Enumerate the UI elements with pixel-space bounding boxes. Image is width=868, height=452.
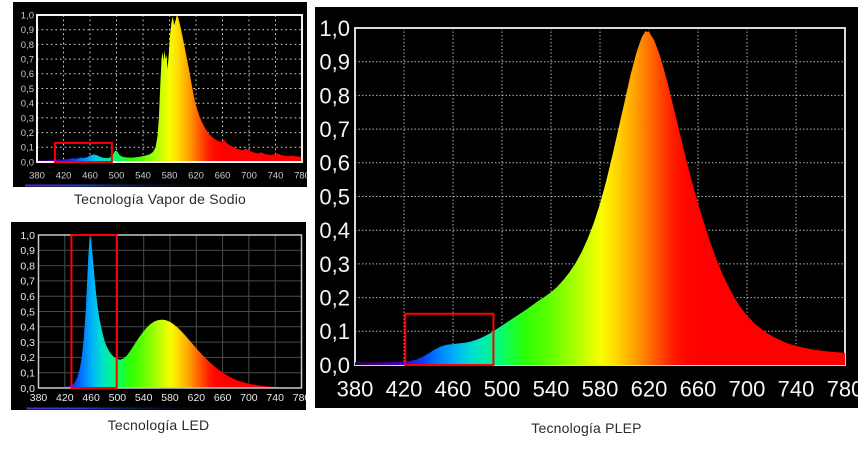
y-tick-label: 0,2 — [20, 352, 35, 364]
y-tick-label: 0,8 — [319, 83, 350, 108]
x-tick-label: 660 — [214, 392, 232, 404]
y-tick-label: 0,0 — [21, 157, 34, 168]
y-tick-label: 0,8 — [20, 260, 35, 272]
y-tick-label: 0,5 — [21, 84, 34, 95]
panel-bottom-strip — [25, 184, 304, 187]
x-tick-label: 380 — [29, 171, 45, 182]
y-tick-label: 0,5 — [319, 184, 350, 209]
x-tick-label: 660 — [680, 377, 717, 402]
x-tick-label: 460 — [435, 377, 472, 402]
y-tick-label: 0,0 — [319, 353, 350, 378]
y-tick-label: 1,0 — [20, 230, 35, 242]
x-tick-label: 460 — [82, 392, 100, 404]
y-tick-label: 0,3 — [21, 113, 34, 124]
x-tick-label: 500 — [484, 377, 521, 402]
plot-frame — [36, 14, 303, 163]
x-tick-label: 540 — [135, 171, 151, 182]
y-tick-label: 0,0 — [20, 383, 35, 395]
spectrum-area — [38, 235, 302, 388]
y-tick-label: 0,1 — [319, 319, 350, 344]
y-tick-label: 0,9 — [21, 25, 34, 36]
x-tick-label: 740 — [778, 377, 815, 402]
y-tick-label: 0,7 — [319, 117, 350, 142]
y-tick-label: 0,3 — [20, 337, 35, 349]
x-tick-label: 500 — [109, 392, 127, 404]
spectrum-area — [37, 15, 302, 162]
gridlines — [37, 15, 302, 162]
x-tick-label: 580 — [582, 377, 619, 402]
y-tick-label: 0,7 — [21, 55, 34, 66]
x-tick-label: 660 — [215, 171, 231, 182]
y-tick-label: 0,6 — [21, 69, 34, 80]
x-tick-label: 420 — [56, 392, 74, 404]
x-tick-label: 620 — [631, 377, 668, 402]
y-tick-label: 0,9 — [319, 50, 350, 75]
x-tick-label: 420 — [56, 171, 72, 182]
x-tick-label: 700 — [240, 392, 258, 404]
y-tick-label: 1,0 — [319, 16, 350, 41]
y-tick-label: 0,4 — [20, 322, 35, 334]
x-tick-label: 460 — [82, 171, 98, 182]
plot-frame — [37, 234, 303, 389]
x-tick-label: 740 — [268, 171, 284, 182]
x-tick-label: 580 — [161, 392, 179, 404]
x-tick-label: 780 — [827, 377, 858, 402]
plep-chart-panel: 1,0 0,9 0,8 0,7 0,6 0,5 0,4 0,3 0,2 0,1 0,0 380 420 4… — [315, 7, 858, 408]
panel-bottom-strip — [26, 407, 303, 410]
y-tick-label: 0,4 — [21, 99, 34, 110]
blue-region-highlight-box — [70, 234, 118, 389]
y-tick-label: 0,1 — [20, 367, 35, 379]
y-tick-label: 0,7 — [20, 276, 35, 288]
y-tick-label: 0,2 — [21, 128, 34, 139]
y-tick-label: 0,9 — [20, 245, 35, 257]
x-tick-label: 540 — [533, 377, 570, 402]
x-tick-label: 780 — [294, 171, 307, 182]
y-tick-label: 0,5 — [20, 306, 35, 318]
x-tick-label: 780 — [293, 392, 306, 404]
y-tick-label: 0,6 — [319, 151, 350, 176]
x-tick-label: 620 — [188, 171, 204, 182]
plep-chart-caption: Tecnología PLEP — [531, 420, 642, 436]
y-tick-label: 0,4 — [319, 218, 350, 243]
x-tick-label: 420 — [386, 377, 423, 402]
led-chart-caption: Tecnología LED — [107, 417, 210, 433]
x-tick-label: 740 — [266, 392, 284, 404]
spectrum-area — [355, 31, 845, 366]
y-tick-label: 0,2 — [319, 286, 350, 311]
sodium-vapor-chart-caption: Tecnología Vapor de Sodio — [73, 191, 247, 207]
x-tick-label: 540 — [135, 392, 153, 404]
axis-tick-labels: 1,0 0,9 0,8 0,7 0,6 0,5 0,4 0,3 0,2 0,1 0,0 380 420 4… — [21, 10, 307, 181]
x-tick-label: 580 — [162, 171, 178, 182]
sodium-vapor-chart-panel: 1,0 0,9 0,8 0,7 0,6 0,5 0,4 0,3 0,2 0,1 0,0 380 420 4… — [13, 2, 307, 187]
blue-region-highlight-box — [404, 312, 495, 366]
sodium-vapor-spectrum-chart: 1,0 0,9 0,8 0,7 0,6 0,5 0,4 0,3 0,2 0,1 0,0 380 420 4… — [13, 2, 307, 187]
x-tick-label: 700 — [241, 171, 257, 182]
x-tick-label: 380 — [337, 377, 374, 402]
x-tick-label: 380 — [30, 392, 48, 404]
led-chart-panel: 1,0 0,9 0,8 0,7 0,6 0,5 0,4 0,3 0,2 0,1 0,0 380 420 4… — [11, 222, 306, 410]
y-tick-label: 0,6 — [20, 291, 35, 303]
x-tick-label: 700 — [729, 377, 766, 402]
blue-region-highlight-box — [53, 141, 113, 163]
y-tick-label: 0,8 — [21, 40, 34, 51]
x-tick-label: 620 — [188, 392, 206, 404]
y-tick-label: 0,3 — [319, 252, 350, 277]
y-tick-label: 0,1 — [21, 143, 34, 154]
y-tick-label: 1,0 — [21, 10, 34, 21]
x-tick-label: 500 — [109, 171, 125, 182]
